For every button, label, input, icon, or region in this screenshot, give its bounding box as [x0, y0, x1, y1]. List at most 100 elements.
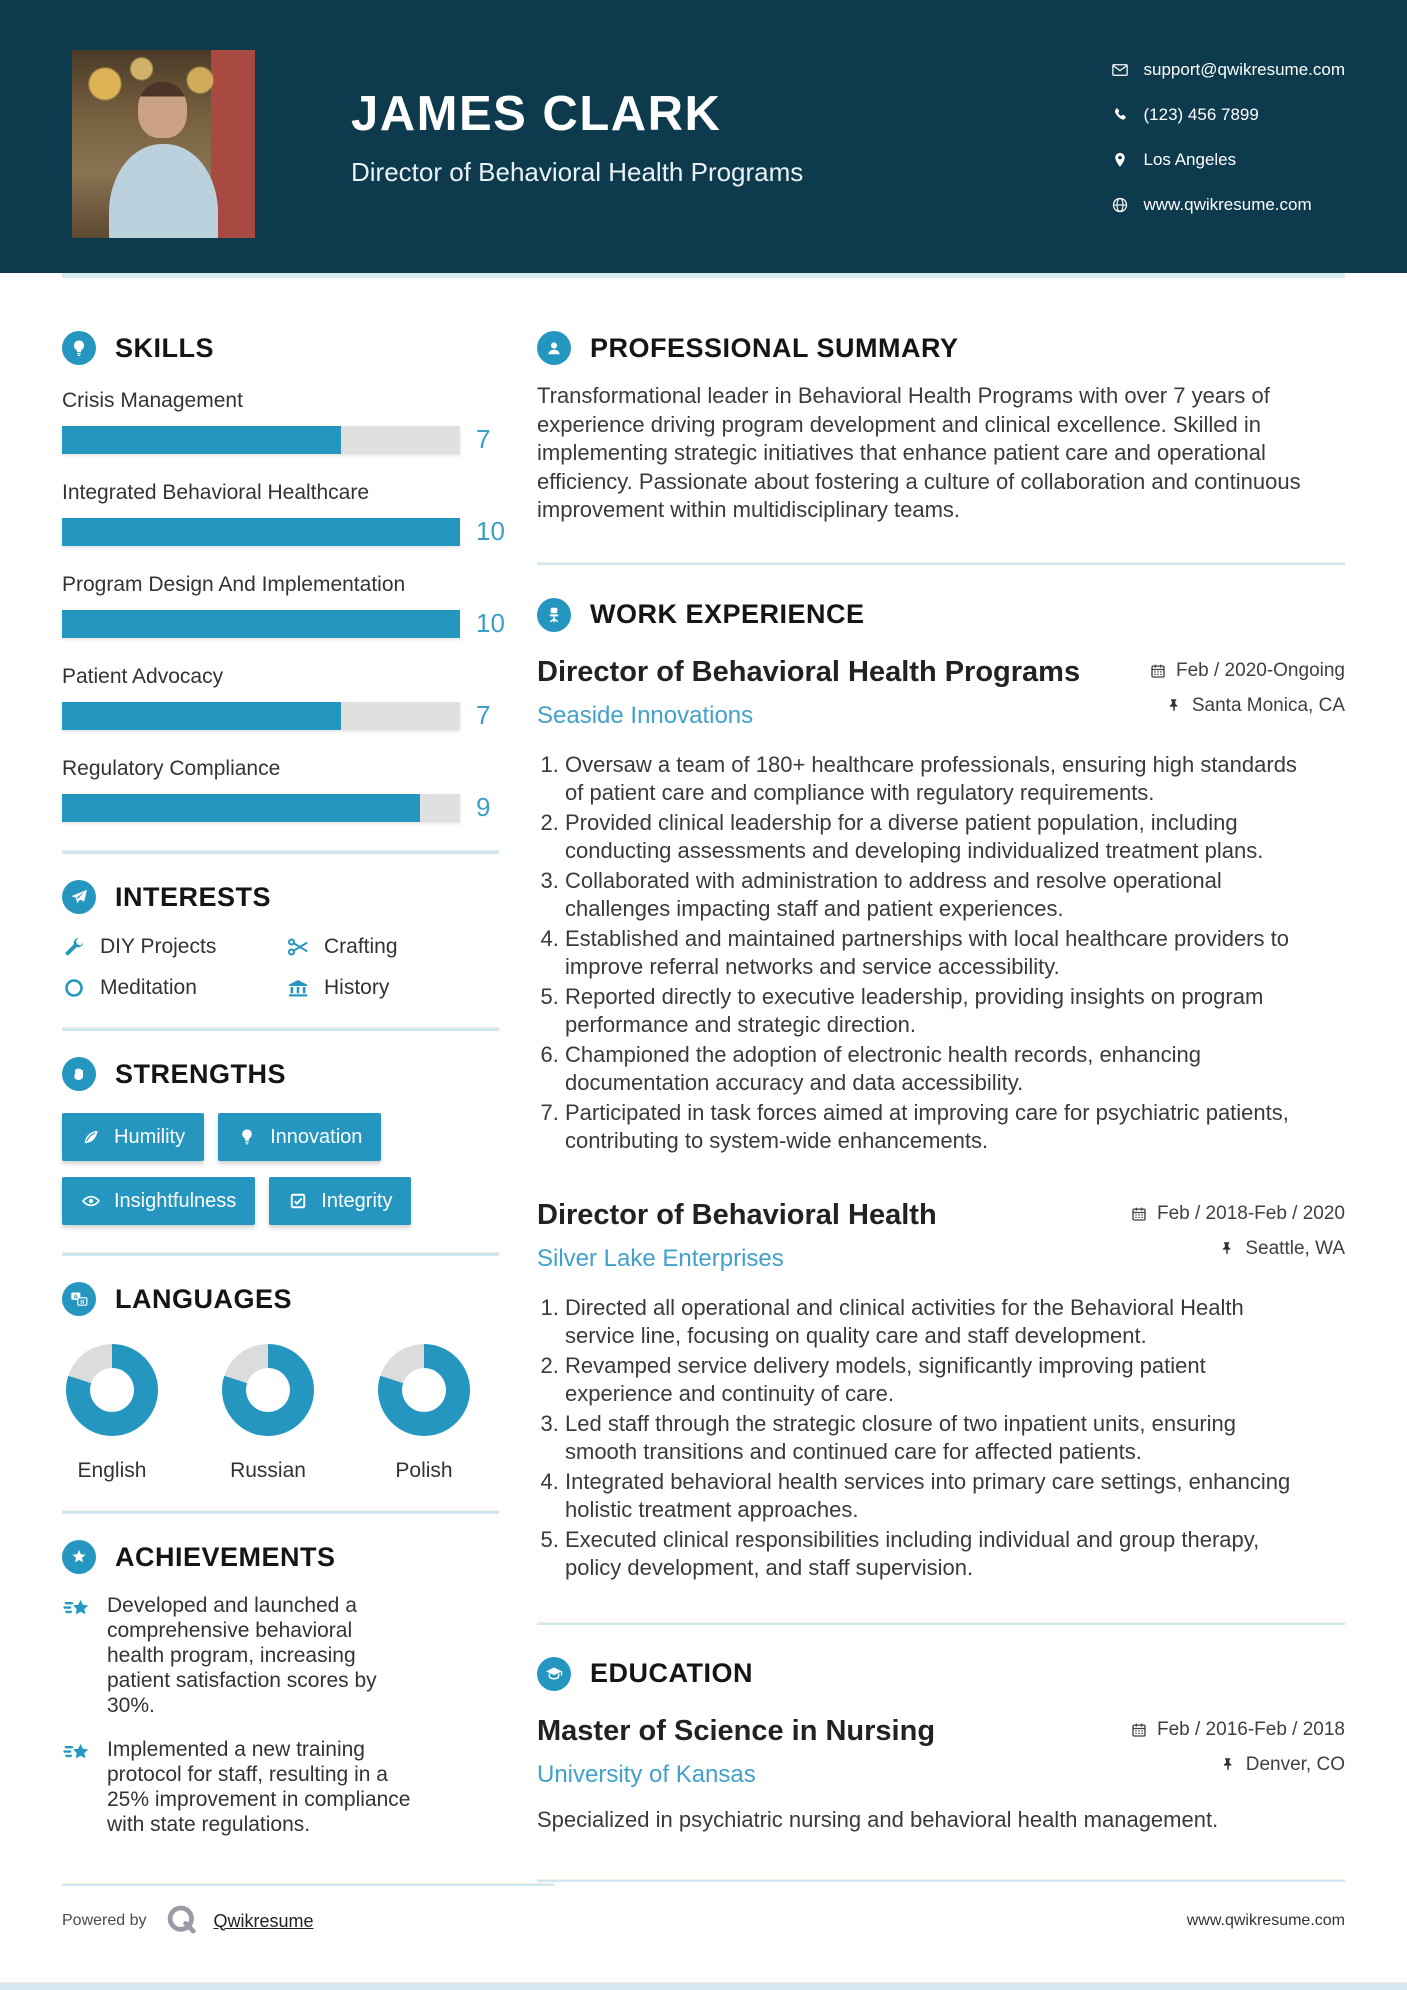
contact-email-text: support@qwikresume.com [1143, 60, 1346, 79]
interest-item: Crafting [286, 935, 499, 959]
shooting-star-icon [62, 1739, 92, 1769]
job-bullet: Oversaw a team of 180+ healthcare profes… [565, 751, 1312, 807]
section-divider [62, 1027, 499, 1031]
footer-website[interactable]: www.qwikresume.com [1186, 1912, 1345, 1929]
summary-text: Transformational leader in Behavioral He… [537, 383, 1301, 522]
footer-divider [62, 1883, 554, 1886]
language-donut-chart [66, 1344, 158, 1436]
bulb-icon [242, 1129, 252, 1145]
contact-location: Los Angeles [1111, 150, 1346, 170]
interests-list: DIY Projects Crafting Meditation [62, 935, 499, 1000]
skill-value: 7 [476, 424, 491, 454]
person-name: JAMES CLARK [351, 87, 722, 141]
job-bullet-list: Directed all operational and clinical ac… [537, 1294, 1312, 1582]
svg-text:Я: Я [80, 1300, 84, 1306]
header: JAMES CLARK Director of Behavioral Healt… [0, 0, 1407, 273]
museum-icon [286, 976, 310, 1000]
svg-text:A: A [74, 1294, 79, 1300]
strengths-list: Humility Innovation Insightfulness Integ… [62, 1113, 499, 1225]
interests-section-header: INTERESTS [62, 880, 499, 914]
job-bullet: Established and maintained partnerships … [565, 925, 1312, 981]
job-location: Santa Monica, CA [1165, 695, 1345, 717]
language-item: Polish [374, 1344, 474, 1483]
section-divider [537, 1878, 1345, 1882]
pushpin-icon [1169, 698, 1178, 712]
qwikresume-link[interactable]: Qwikresume [213, 1910, 314, 1931]
education-location: Denver, CO [1219, 1754, 1345, 1776]
profile-photo [72, 50, 255, 238]
interest-item: DIY Projects [62, 935, 286, 959]
star-icon [62, 1540, 96, 1574]
language-item: English [62, 1344, 162, 1483]
strength-chip: Innovation [218, 1113, 382, 1161]
graduation-cap-icon [537, 1656, 571, 1691]
achievements-list: Developed and launched a comprehensive b… [62, 1593, 499, 1837]
skill-value: 10 [476, 516, 505, 546]
circle-icon [62, 976, 86, 1000]
job-bullet: Integrated behavioral health services in… [565, 1468, 1312, 1524]
languages-heading: LANGUAGES [115, 1283, 293, 1314]
degree-title: Master of Science in Nursing [537, 1714, 936, 1747]
company-link[interactable]: Seaside Innovations [537, 701, 754, 729]
strength-chip: Humility [62, 1113, 205, 1161]
interest-item: History [286, 976, 499, 1000]
calendar-icon [1132, 1722, 1146, 1737]
education-heading: EDUCATION [590, 1658, 753, 1688]
contact-website[interactable]: www.qwikresume.com [1111, 195, 1346, 215]
job-bullet-list: Oversaw a team of 180+ healthcare profes… [537, 751, 1312, 1155]
interests-heading: INTERESTS [115, 881, 272, 912]
job-bullet: Executed clinical responsibilities inclu… [565, 1526, 1312, 1582]
skill-value: 9 [476, 792, 491, 822]
languages-list: English Russian Polish [62, 1344, 499, 1483]
achievement-item: Implemented a new training protocol for … [62, 1737, 499, 1837]
skill-bar [62, 609, 460, 638]
contact-block: support@qwikresume.com (123) 456 7899 Lo… [1111, 60, 1346, 215]
job-title: Director of Behavioral Health [537, 1198, 937, 1231]
achievement-item: Developed and launched a comprehensive b… [62, 1593, 499, 1718]
office-chair-icon [537, 597, 571, 632]
education-dates: Feb / 2016-Feb / 2018 [1130, 1719, 1345, 1741]
phone-icon [1111, 106, 1129, 124]
education-note: Specialized in psychiatric nursing and b… [537, 1806, 1219, 1832]
company-link[interactable]: Silver Lake Enterprises [537, 1244, 784, 1272]
achievements-section-header: ACHIEVEMENTS [62, 1540, 499, 1574]
checkbox-icon [291, 1193, 306, 1209]
job-title: Director of Behavioral Health Programs [537, 655, 1081, 688]
job-entry: Director of Behavioral Health Silver Lak… [537, 1199, 1345, 1582]
skill-bar [62, 701, 460, 730]
skill-bar [62, 425, 460, 454]
paper-plane-icon [62, 880, 96, 914]
footer: Powered by Qwikresume www.qwikresume.com [62, 1902, 1345, 1940]
education-entry: Master of Science in Nursing University … [537, 1715, 1345, 1833]
eye-icon [82, 1195, 100, 1207]
school-link[interactable]: University of Kansas [537, 1760, 756, 1788]
pushpin-icon [1223, 1757, 1232, 1771]
job-bullet: Participated in task forces aimed at imp… [565, 1099, 1312, 1155]
experience-heading: WORK EXPERIENCE [590, 599, 865, 629]
scissors-icon [286, 935, 310, 959]
education-section-header: EDUCATION [537, 1656, 1345, 1691]
achievements-heading: ACHIEVEMENTS [115, 1541, 336, 1572]
contact-email[interactable]: support@qwikresume.com [1111, 60, 1346, 80]
section-divider [62, 1510, 499, 1514]
skill-value: 10 [476, 608, 505, 638]
interest-item: Meditation [62, 976, 286, 1000]
strength-chip: Integrity [269, 1177, 412, 1225]
language-donut-chart [222, 1344, 314, 1436]
job-bullet: Provided clinical leadership for a diver… [565, 809, 1312, 865]
experience-section-header: WORK EXPERIENCE [537, 597, 1345, 632]
contact-phone[interactable]: (123) 456 7899 [1111, 105, 1346, 125]
job-location: Seattle, WA [1218, 1238, 1345, 1260]
section-divider [537, 561, 1345, 565]
globe-icon [1111, 196, 1129, 214]
person-icon [537, 331, 571, 365]
skills-list: Crisis Management 7 Integrated Behaviora… [62, 389, 505, 823]
language-item: Russian [218, 1344, 318, 1483]
language-donut-chart [378, 1344, 470, 1436]
wrench-icon [62, 935, 86, 959]
skill-bar [62, 517, 460, 546]
skill-item: Patient Advocacy 7 [62, 665, 491, 730]
strength-chip: Insightfulness [62, 1177, 256, 1225]
summary-section-header: PROFESSIONAL SUMMARY [537, 331, 1345, 365]
